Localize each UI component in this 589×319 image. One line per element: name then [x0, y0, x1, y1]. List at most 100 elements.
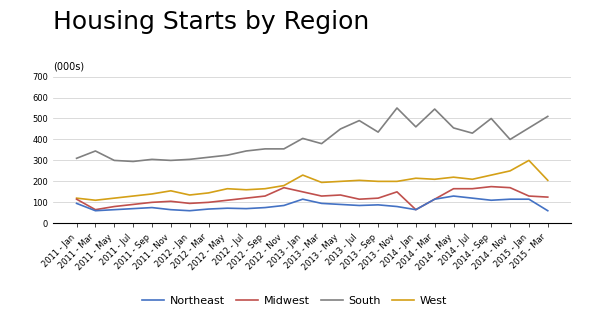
South — [224, 153, 231, 157]
Northeast — [525, 197, 532, 201]
South — [262, 147, 269, 151]
Midwest — [507, 186, 514, 189]
West — [186, 193, 193, 197]
West — [356, 178, 363, 182]
South — [337, 127, 344, 131]
Northeast — [412, 208, 419, 211]
Midwest — [544, 195, 551, 199]
Midwest — [525, 194, 532, 198]
South — [507, 137, 514, 141]
West — [544, 178, 551, 182]
Text: (000s): (000s) — [53, 62, 84, 72]
South — [356, 119, 363, 122]
West — [488, 173, 495, 177]
Midwest — [111, 204, 118, 208]
South — [431, 107, 438, 111]
Midwest — [92, 208, 99, 211]
South — [469, 131, 476, 135]
Northeast — [280, 204, 287, 207]
Midwest — [356, 197, 363, 201]
South — [111, 159, 118, 162]
South — [525, 126, 532, 130]
West — [318, 181, 325, 184]
Northeast — [375, 203, 382, 207]
South — [73, 156, 80, 160]
West — [111, 196, 118, 200]
West — [393, 180, 401, 183]
Midwest — [130, 203, 137, 206]
South — [148, 158, 155, 161]
Midwest — [393, 190, 401, 194]
South — [130, 160, 137, 163]
West — [92, 198, 99, 202]
West — [412, 176, 419, 180]
Northeast — [431, 197, 438, 201]
Northeast — [92, 209, 99, 213]
Northeast — [148, 206, 155, 210]
West — [375, 180, 382, 183]
Northeast — [167, 208, 174, 211]
West — [243, 188, 250, 192]
Midwest — [186, 202, 193, 205]
West — [73, 196, 80, 200]
West — [469, 177, 476, 181]
South — [450, 126, 457, 130]
Midwest — [243, 196, 250, 200]
West — [337, 180, 344, 183]
Northeast — [393, 204, 401, 208]
Northeast — [318, 202, 325, 205]
Northeast — [205, 207, 212, 211]
Midwest — [299, 190, 306, 194]
Northeast — [224, 206, 231, 210]
Line: West: West — [77, 160, 548, 200]
Midwest — [148, 200, 155, 204]
West — [167, 189, 174, 193]
Midwest — [337, 193, 344, 197]
Line: Northeast: Northeast — [77, 196, 548, 211]
Northeast — [243, 207, 250, 211]
Midwest — [375, 196, 382, 200]
Northeast — [299, 197, 306, 201]
Northeast — [507, 197, 514, 201]
South — [280, 147, 287, 151]
West — [525, 159, 532, 162]
Northeast — [73, 202, 80, 205]
South — [488, 116, 495, 120]
Northeast — [337, 203, 344, 206]
Northeast — [186, 209, 193, 213]
Midwest — [450, 187, 457, 191]
South — [205, 155, 212, 159]
Midwest — [73, 197, 80, 201]
West — [262, 187, 269, 191]
Midwest — [431, 197, 438, 201]
West — [224, 187, 231, 191]
Midwest — [488, 185, 495, 189]
West — [431, 177, 438, 181]
Midwest — [412, 208, 419, 211]
Northeast — [111, 208, 118, 211]
Text: Housing Starts by Region: Housing Starts by Region — [53, 10, 369, 33]
Northeast — [450, 194, 457, 198]
South — [375, 130, 382, 134]
Northeast — [544, 209, 551, 213]
West — [148, 192, 155, 196]
West — [130, 194, 137, 198]
Midwest — [469, 187, 476, 191]
South — [318, 142, 325, 145]
Midwest — [167, 199, 174, 203]
West — [450, 175, 457, 179]
South — [243, 149, 250, 153]
Northeast — [488, 198, 495, 202]
Midwest — [280, 186, 287, 189]
Northeast — [262, 206, 269, 210]
South — [393, 106, 401, 110]
Northeast — [356, 204, 363, 207]
Northeast — [469, 196, 476, 200]
West — [507, 169, 514, 173]
South — [92, 149, 99, 153]
Midwest — [224, 198, 231, 202]
West — [280, 184, 287, 188]
Midwest — [205, 200, 212, 204]
Midwest — [262, 194, 269, 198]
Midwest — [318, 194, 325, 198]
